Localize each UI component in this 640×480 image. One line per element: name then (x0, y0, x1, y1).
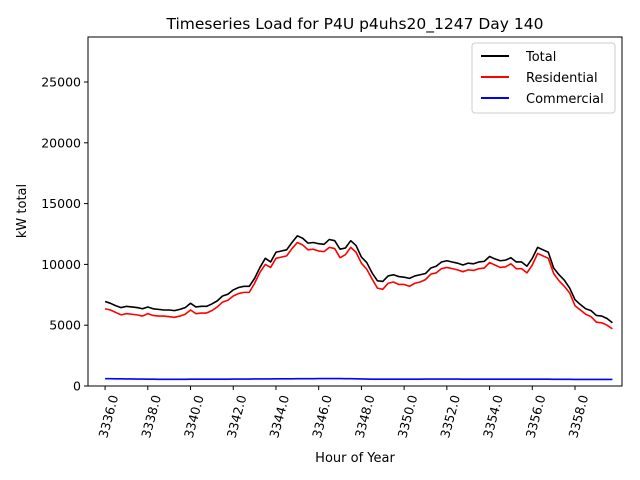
axes-frame (87, 36, 623, 387)
plot-area (87, 36, 623, 387)
legend-label-commercial: Commercial (526, 92, 604, 107)
y-tick-label: 0 (73, 379, 81, 394)
y-tick-label: 20000 (41, 135, 81, 150)
legend-label-residential: Residential (526, 71, 598, 86)
y-axis-label: kW total (15, 184, 30, 238)
series-line-commercial (105, 377, 613, 381)
y-tick-label: 5000 (49, 318, 81, 333)
series-line-residential (104, 241, 613, 330)
x-axis-label: Hour of Year (315, 451, 395, 466)
y-tick-label: 10000 (41, 257, 81, 272)
chart-title: Timeseries Load for P4U p4uhs20_1247 Day… (166, 15, 544, 34)
y-tick-label: 25000 (41, 74, 81, 89)
series-line-total (104, 235, 613, 324)
legend: Total Residential Commercial (471, 42, 616, 114)
y-tick-label: 15000 (41, 196, 81, 211)
legend-label-total: Total (525, 50, 556, 65)
y-axis: 0 5000 10000 15000 20000 25000 (41, 74, 88, 394)
legend-box (471, 42, 616, 114)
